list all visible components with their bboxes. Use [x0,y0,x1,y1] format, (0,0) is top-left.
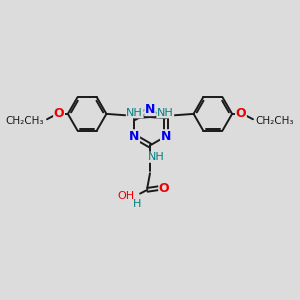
Text: NH: NH [148,152,164,162]
Text: N: N [129,130,140,143]
Text: NH: NH [157,108,174,118]
Text: NH: NH [126,108,143,118]
Text: OH: OH [118,191,135,201]
Text: H: H [132,199,141,209]
Text: O: O [54,107,64,120]
Text: N: N [145,103,155,116]
Text: CH₂CH₃: CH₂CH₃ [256,116,294,126]
Text: CH₂CH₃: CH₂CH₃ [6,116,44,126]
Text: O: O [159,182,169,195]
Text: O: O [236,107,246,120]
Text: N: N [160,130,171,143]
